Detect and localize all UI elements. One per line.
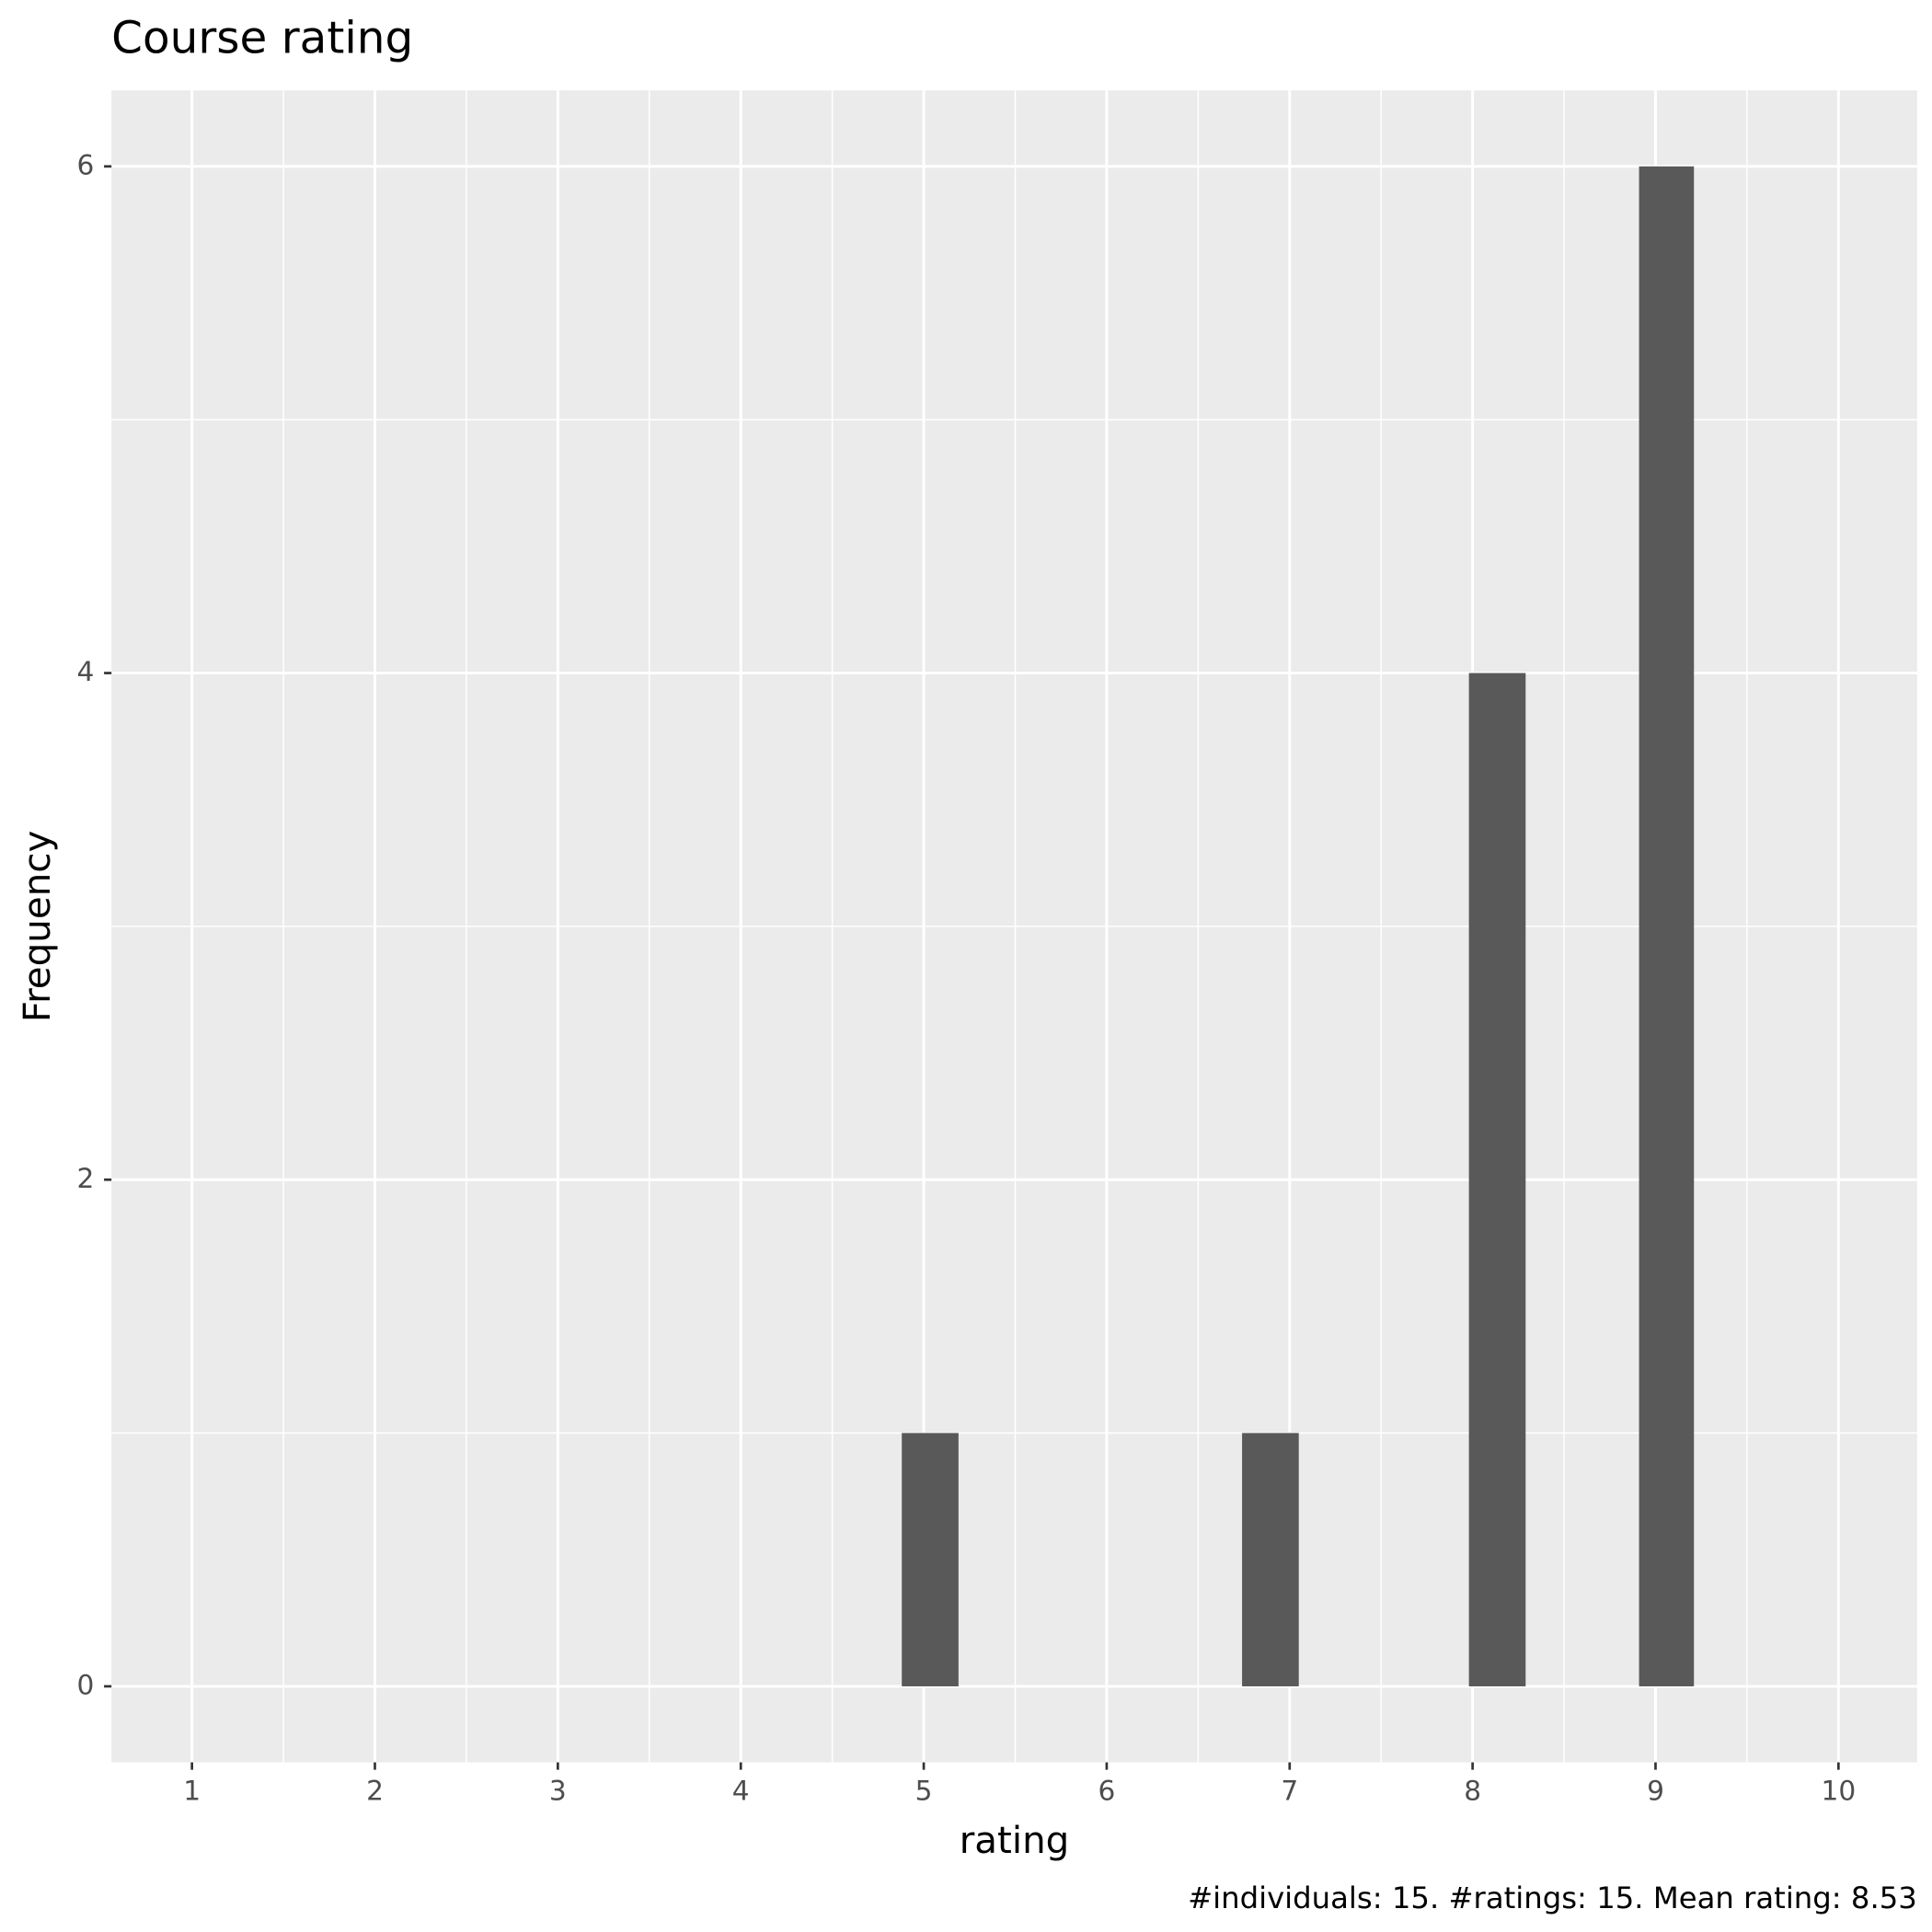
x-tick-label: 8	[1464, 1775, 1481, 1806]
caption: #individuals: 15. #ratings: 15. Mean rat…	[1188, 1880, 1917, 1915]
x-tick-label: 1	[183, 1775, 201, 1806]
y-tick-label: 4	[76, 656, 94, 687]
y-tick-label: 0	[76, 1669, 94, 1700]
x-tick-label: 6	[1098, 1775, 1115, 1806]
bar	[902, 1432, 959, 1686]
y-tick-label: 2	[76, 1163, 94, 1194]
x-tick-label: 5	[915, 1775, 933, 1806]
x-tick-label: 4	[732, 1775, 750, 1806]
bar	[1242, 1432, 1299, 1686]
y-tick-label: 6	[76, 149, 94, 180]
chart-title: Course rating	[111, 12, 413, 63]
y-axis-title: Frequency	[16, 831, 59, 1023]
x-tick-label: 3	[549, 1775, 567, 1806]
x-axis-title: rating	[960, 1819, 1070, 1862]
x-tick-label: 7	[1281, 1775, 1298, 1806]
x-tick-label: 9	[1647, 1775, 1664, 1806]
x-tick-label: 10	[1821, 1775, 1856, 1806]
x-tick-label: 2	[366, 1775, 384, 1806]
bar	[1468, 673, 1526, 1686]
bar	[1639, 166, 1695, 1686]
